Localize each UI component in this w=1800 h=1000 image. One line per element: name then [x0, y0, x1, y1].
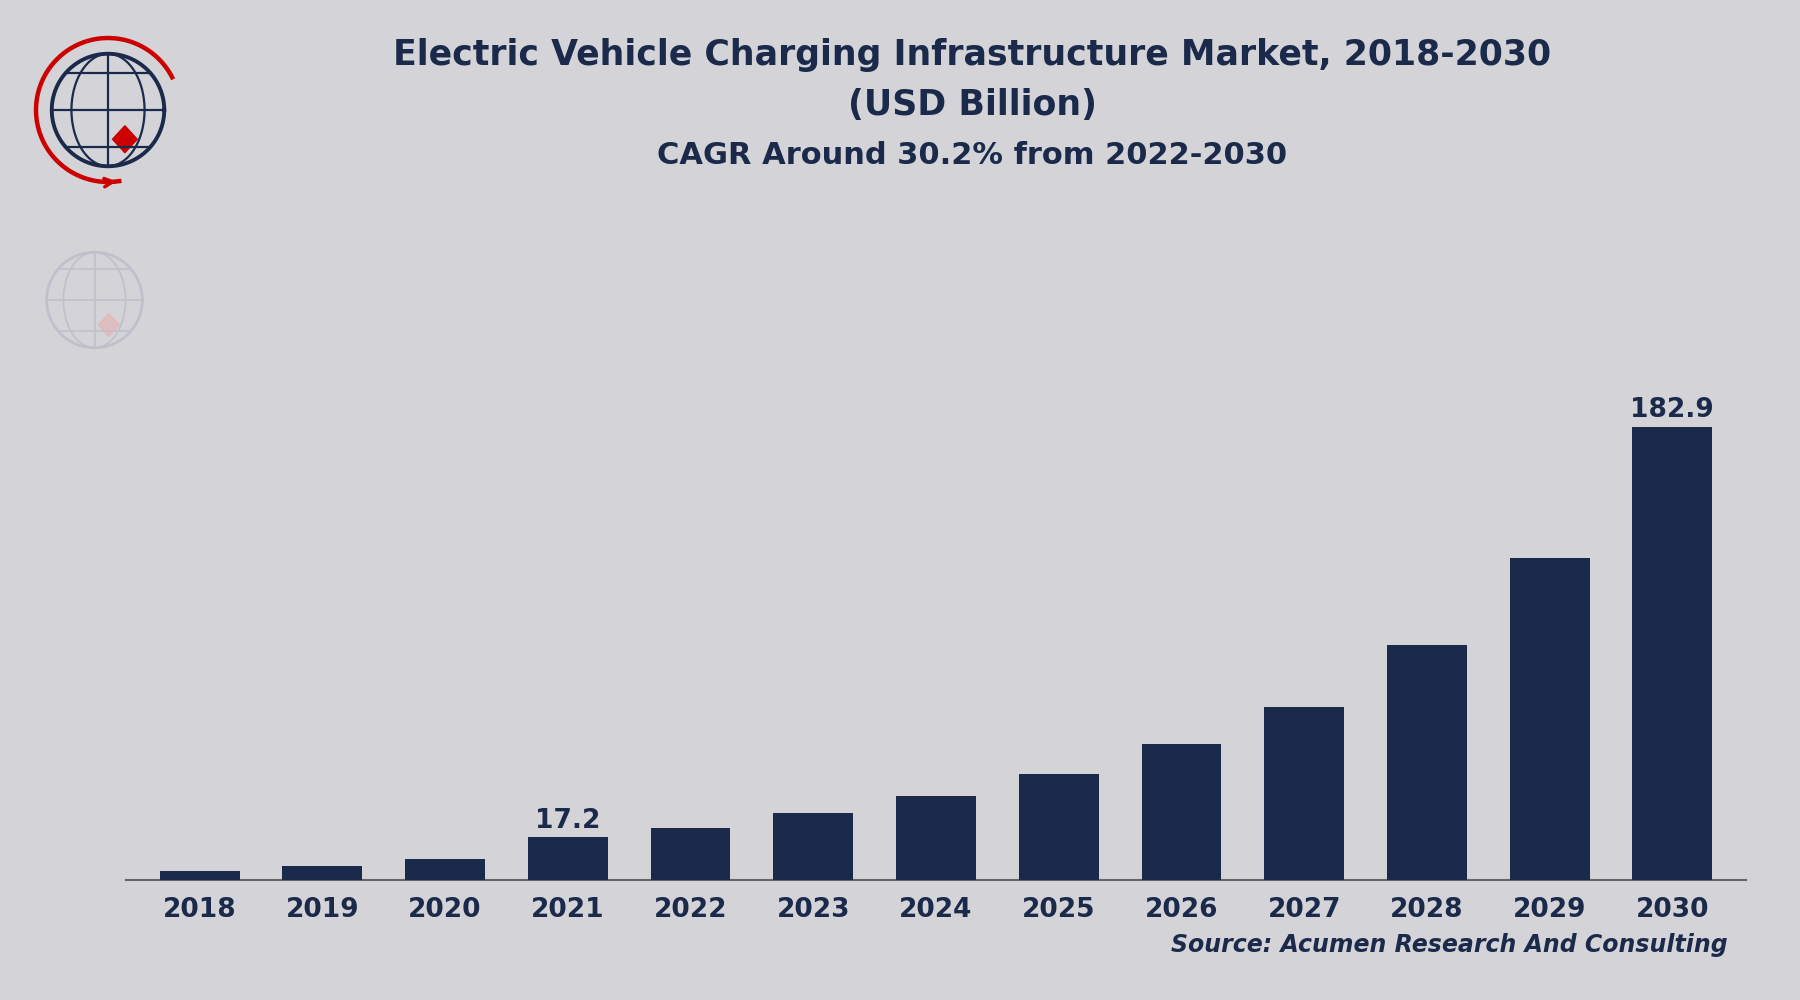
Text: CAGR Around 30.2% from 2022-2030: CAGR Around 30.2% from 2022-2030 — [657, 140, 1287, 169]
Bar — [283, 866, 362, 880]
Bar — [1264, 707, 1345, 880]
Bar — [774, 813, 853, 880]
Polygon shape — [99, 313, 119, 336]
Text: (USD Billion): (USD Billion) — [848, 88, 1096, 122]
Bar — [1388, 645, 1467, 880]
Text: 17.2: 17.2 — [535, 808, 601, 834]
Bar — [1633, 427, 1712, 880]
Bar — [1019, 774, 1098, 880]
Text: Electric Vehicle Charging Infrastructure Market, 2018-2030: Electric Vehicle Charging Infrastructure… — [392, 38, 1552, 72]
Text: 182.9: 182.9 — [1631, 397, 1714, 423]
Text: Source: Acumen Research And Consulting: Source: Acumen Research And Consulting — [1172, 933, 1728, 957]
Polygon shape — [113, 126, 137, 153]
Bar — [527, 837, 608, 880]
Bar — [1141, 744, 1222, 880]
Bar — [650, 828, 731, 880]
Bar — [1510, 558, 1589, 880]
Bar — [160, 871, 239, 880]
Bar — [405, 859, 484, 880]
Bar — [896, 796, 976, 880]
